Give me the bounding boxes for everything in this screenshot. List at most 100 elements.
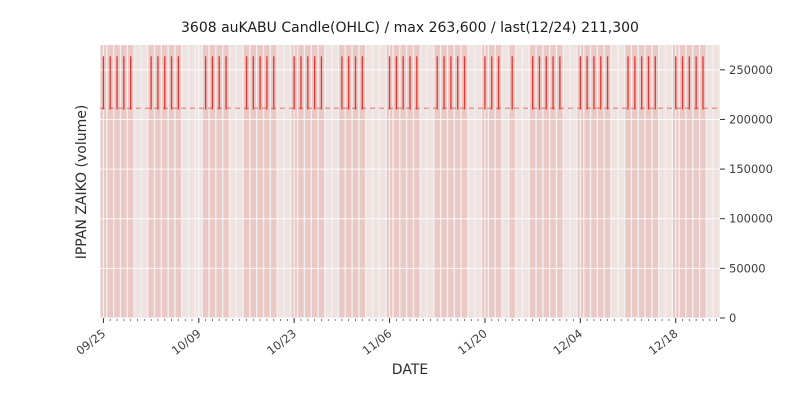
volume-bar <box>162 45 168 318</box>
volume-bar <box>155 45 161 318</box>
volume-bar <box>318 45 325 318</box>
volume-bar-faint <box>380 45 386 318</box>
volume-bar-faint <box>693 45 699 318</box>
volume-bar-faint <box>182 45 188 318</box>
volume-bar-faint <box>420 45 427 318</box>
volume-bar-faint <box>516 45 522 318</box>
volume-bar-faint <box>570 45 577 318</box>
volume-bar <box>121 45 127 318</box>
volume-bar <box>393 45 400 318</box>
volume-bar-faint <box>271 45 277 318</box>
volume-bar-faint <box>209 45 216 318</box>
volume-bar-faint <box>700 45 706 318</box>
volume-bar <box>529 45 536 318</box>
volume-bar-faint <box>318 45 325 318</box>
volume-bar <box>584 45 590 318</box>
volume-bar <box>550 45 556 318</box>
volume-bar-faint <box>713 45 720 318</box>
volume-bar-faint <box>461 45 468 318</box>
volume-bar-faint <box>366 45 372 318</box>
volume-bar <box>216 45 222 318</box>
volume-bar-faint <box>121 45 127 318</box>
volume-bar-faint <box>148 45 154 318</box>
volume-bar <box>345 45 352 318</box>
volume-bar-faint <box>400 45 406 318</box>
volume-bar-faint <box>618 45 624 318</box>
volume-bar <box>454 45 461 318</box>
volume-bar-faint <box>523 45 529 318</box>
volume-bar-faint <box>352 45 359 318</box>
chart-title: 3608 auKABU Candle(OHLC) / max 263,600 /… <box>181 20 639 36</box>
volume-bar <box>693 45 699 318</box>
volume-bar <box>536 45 543 318</box>
volume-bar-faint <box>625 45 631 318</box>
volume-bar <box>700 45 706 318</box>
volume-bar-faint <box>448 45 454 318</box>
volume-bar-faint <box>509 45 515 318</box>
volume-bar <box>168 45 175 318</box>
volume-bar-faint <box>107 45 113 318</box>
volume-bar-faint <box>536 45 543 318</box>
volume-bar <box>543 45 549 318</box>
volume-bar-faint <box>243 45 250 318</box>
volume-bar <box>598 45 604 318</box>
volume-bar <box>271 45 277 318</box>
x-tick-label: 11/06 <box>360 326 395 357</box>
volume-bar-faint <box>311 45 318 318</box>
volume-bar <box>243 45 250 318</box>
y-tick-label: 200000 <box>729 112 773 126</box>
y-tick-label: 50000 <box>729 261 766 275</box>
volume-bar-faint <box>563 45 570 318</box>
x-tick-label: 12/04 <box>550 326 585 357</box>
volume-bar <box>632 45 638 318</box>
volume-bar <box>686 45 693 318</box>
x-tick-label: 10/09 <box>169 326 204 357</box>
volume-bar <box>209 45 216 318</box>
y-tick-label: 0 <box>729 311 736 325</box>
volume-bar-faint <box>332 45 338 318</box>
volume-bar <box>114 45 120 318</box>
volume-bar-faint <box>489 45 495 318</box>
x-tick-label: 11/20 <box>455 326 490 357</box>
volume-bar-faint <box>638 45 645 318</box>
x-tick-label: 12/18 <box>646 326 681 357</box>
volume-bar-faint <box>454 45 461 318</box>
volume-bar-faint <box>550 45 556 318</box>
volume-bar <box>489 45 495 318</box>
volume-bar <box>652 45 658 318</box>
volume-bar-faint <box>134 45 141 318</box>
volume-bar-faint <box>325 45 331 318</box>
volume-bar-faint <box>216 45 222 318</box>
volume-bar-faint <box>414 45 420 318</box>
volume-bar-faint <box>168 45 175 318</box>
volume-bar-faint <box>339 45 345 318</box>
volume-bar-faint <box>284 45 291 318</box>
volume-bar-faint <box>659 45 665 318</box>
volume-bar <box>311 45 318 318</box>
volume-bar-faint <box>707 45 713 318</box>
volume-bar <box>127 45 134 318</box>
volume-bar <box>638 45 645 318</box>
volume-bar-faint <box>407 45 413 318</box>
volume-bar-faint <box>298 45 304 318</box>
volume-bar-faint <box>141 45 147 318</box>
x-tick-label: 10/23 <box>264 326 299 357</box>
volume-bar <box>679 45 686 318</box>
volume-bar-faint <box>373 45 379 318</box>
volume-bar-faint <box>155 45 161 318</box>
volume-bar <box>257 45 263 318</box>
volume-bar-faint <box>359 45 366 318</box>
volume-bar-faint <box>305 45 311 318</box>
volume-bar <box>400 45 406 318</box>
volume-bar-faint <box>543 45 549 318</box>
volume-bar <box>407 45 413 318</box>
volume-bar-faint <box>652 45 658 318</box>
volume-bar <box>202 45 209 318</box>
x-axis-label: DATE <box>391 362 429 378</box>
volume-bar-faint <box>591 45 597 318</box>
volume-bar-faint <box>250 45 257 318</box>
volume-bar-faint <box>393 45 400 318</box>
volume-bar-faint <box>584 45 590 318</box>
